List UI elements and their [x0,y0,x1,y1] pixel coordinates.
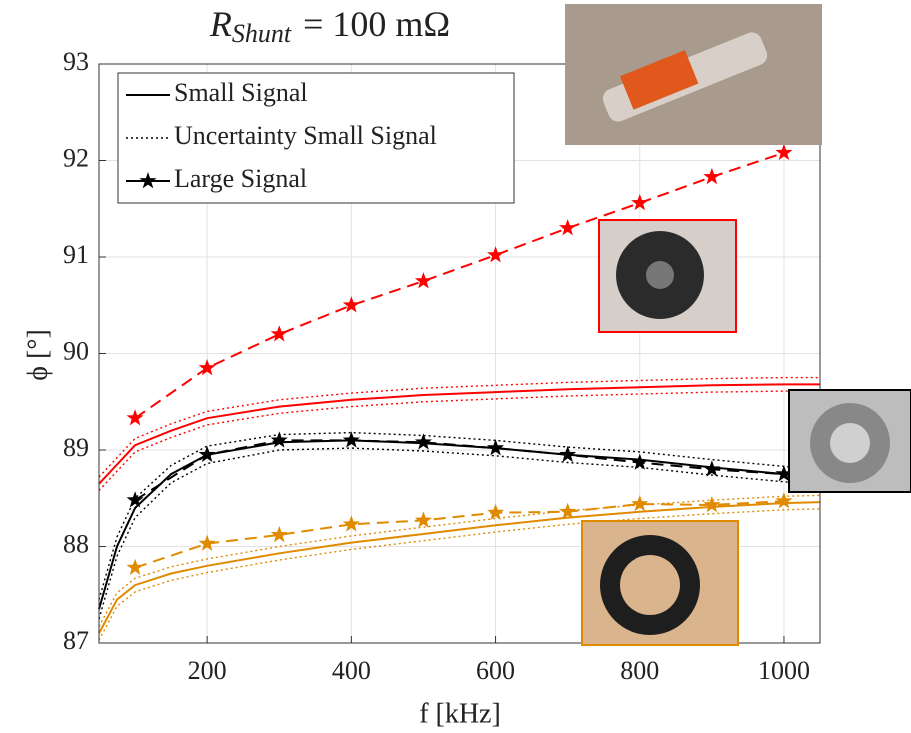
x-axis-label: f [kHz] [419,698,501,729]
photo-toroid-red [599,220,736,332]
photo-toroid-orange [582,521,738,645]
chart: RShunt = 100 mΩ f [kHz] ϕ [°] 200 400 600 80… [0,0,911,733]
x-tick-label: 1000 [758,656,810,685]
photo-shunt [565,4,822,145]
chart-title: RShunt = 100 mΩ [209,4,450,48]
y-tick-label: 93 [63,47,89,76]
legend: Small Signal Uncertainty Small Signal Larg… [118,73,514,203]
y-tick-label: 90 [63,336,89,365]
y-axis-label: ϕ [°] [22,329,53,381]
legend-label: Large Signal [174,164,307,193]
legend-label: Small Signal [174,78,308,107]
y-tick-label: 87 [63,626,89,655]
y-tick-label: 92 [63,143,89,172]
x-tick-label: 800 [620,656,659,685]
x-tick-label: 600 [476,656,515,685]
y-tick-label: 89 [63,433,89,462]
x-tick-label: 200 [188,656,227,685]
title-part: R [209,4,232,44]
y-tick-label: 88 [63,529,89,558]
y-tick-label: 91 [63,240,89,269]
photo-toroid-gray [789,390,911,492]
x-tick-label: 400 [332,656,371,685]
legend-label: Uncertainty Small Signal [174,121,437,150]
title-part: = 100 mΩ [303,4,450,44]
title-part: Shunt [232,19,292,48]
